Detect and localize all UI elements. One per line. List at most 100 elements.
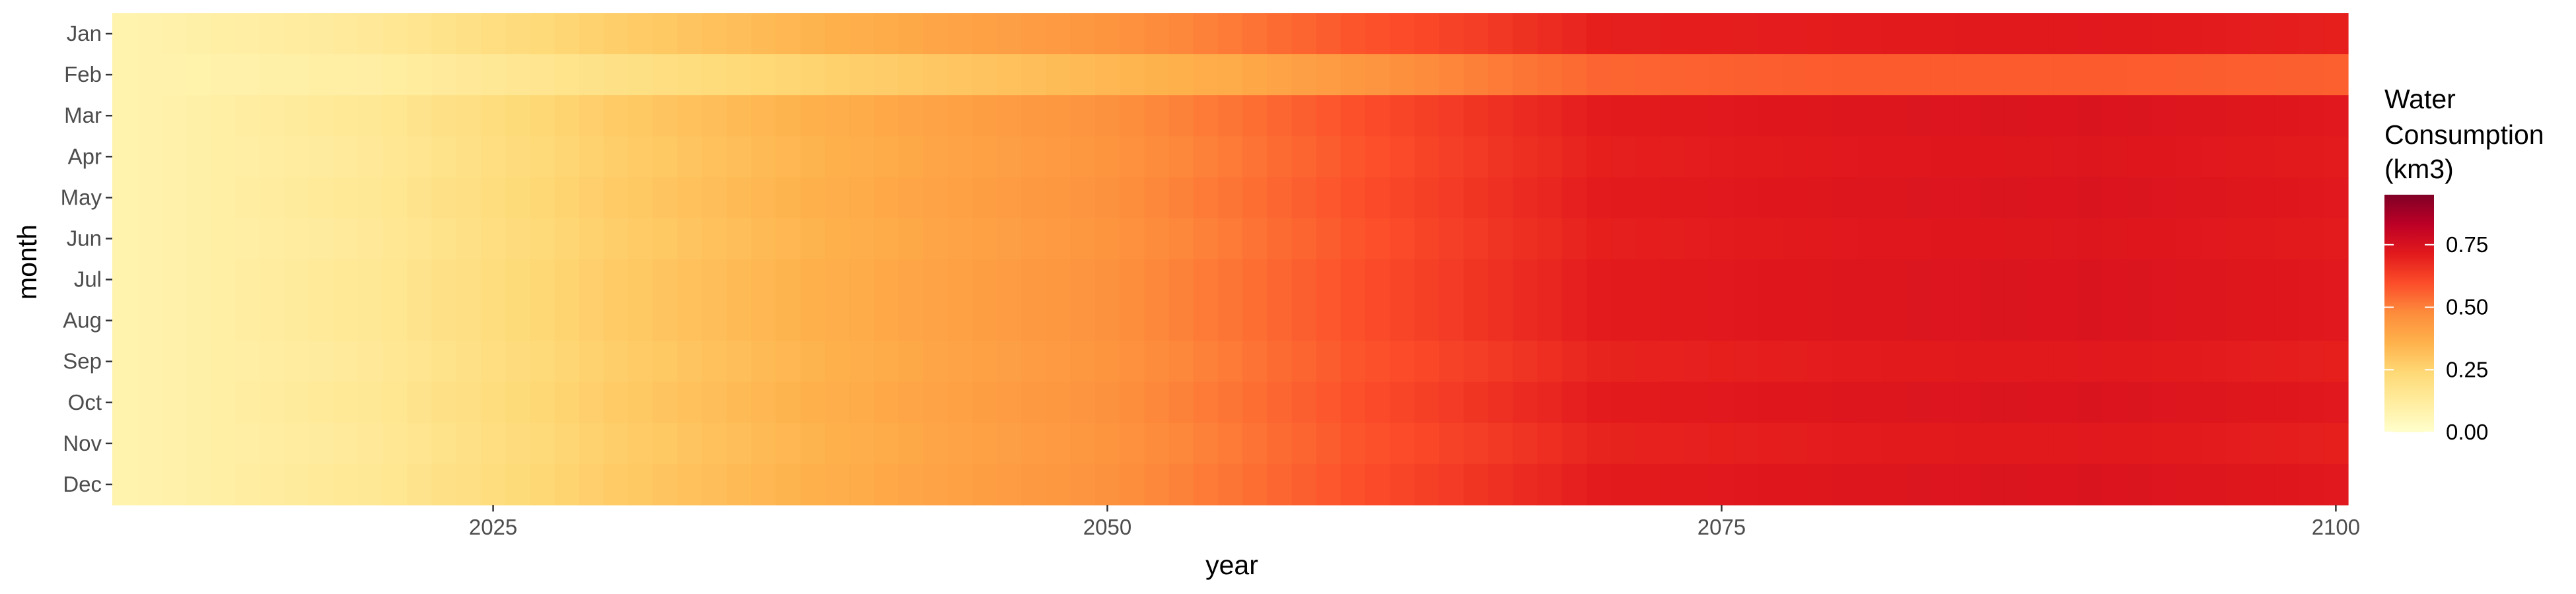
heatmap-cell: [1734, 463, 1759, 506]
heatmap-cell: [234, 95, 260, 137]
heatmap-cell: [628, 381, 653, 424]
heatmap-cell: [1168, 177, 1194, 219]
heatmap-cell: [1807, 300, 1833, 342]
heatmap-cell: [2200, 422, 2226, 465]
heatmap-cell: [2077, 13, 2103, 55]
y-tick-label: Dec: [63, 472, 102, 496]
heatmap-cell: [1734, 177, 1759, 219]
heatmap-cell: [1242, 218, 1268, 260]
heatmap-cell: [1758, 95, 1784, 137]
heatmap-cell: [972, 218, 997, 260]
heatmap-cell: [874, 341, 899, 383]
heatmap-cell: [1881, 463, 1907, 506]
heatmap-cell: [456, 136, 482, 178]
heatmap-cell: [1070, 381, 1096, 424]
heatmap-cell: [1954, 95, 1980, 137]
heatmap-cell: [653, 259, 678, 301]
heatmap-cell: [1513, 218, 1538, 260]
heatmap-cell: [701, 13, 727, 55]
heatmap-cell: [1930, 13, 1956, 55]
heatmap-cell: [234, 13, 260, 55]
heatmap-cell: [1291, 259, 1317, 301]
heatmap-cell: [1930, 177, 1956, 219]
heatmap-cell: [308, 422, 334, 465]
heatmap-cell: [1684, 300, 1710, 342]
heatmap-cell: [2176, 422, 2201, 465]
heatmap-cell: [186, 381, 211, 424]
heatmap-cell: [579, 422, 604, 465]
heatmap-cell: [357, 463, 383, 506]
heatmap-cell: [2274, 136, 2300, 178]
heatmap-cell: [1734, 95, 1759, 137]
heatmap-cell: [1120, 300, 1145, 342]
heatmap-cell: [210, 218, 236, 260]
heatmap-cell: [800, 341, 826, 383]
heatmap-cell: [1684, 259, 1710, 301]
heatmap-cell: [751, 13, 776, 55]
heatmap-cell: [1144, 300, 1170, 342]
heatmap-cell: [2299, 177, 2324, 219]
heatmap-cell: [186, 218, 211, 260]
heatmap-cell: [2028, 300, 2054, 342]
heatmap-cell: [1930, 422, 1956, 465]
heatmap-cell: [1488, 422, 1513, 465]
y-tick-label: May: [61, 185, 102, 209]
heatmap-cell: [1094, 13, 1120, 55]
heatmap-cell: [2028, 54, 2054, 96]
heatmap-cell: [653, 54, 678, 96]
heatmap-cell: [333, 54, 359, 96]
heatmap-cell: [1734, 13, 1759, 55]
heatmap-cell: [1267, 341, 1293, 383]
heatmap-cell: [2200, 177, 2226, 219]
heatmap-cell: [751, 54, 776, 96]
heatmap-cell: [2151, 54, 2177, 96]
heatmap-cell: [112, 13, 137, 55]
heatmap-cell: [1414, 463, 1440, 506]
heatmap-cell: [2127, 422, 2153, 465]
heatmap-cell: [751, 300, 776, 342]
heatmap-cell: [554, 341, 580, 383]
heatmap-cell: [1439, 218, 1464, 260]
heatmap-cell: [1930, 463, 1956, 506]
heatmap-cell: [1144, 422, 1170, 465]
heatmap-cell: [1611, 422, 1636, 465]
heatmap-cell: [308, 463, 334, 506]
heatmap-cell: [1168, 381, 1194, 424]
heatmap-cell: [333, 341, 359, 383]
heatmap-cell: [1635, 422, 1661, 465]
heatmap-cell: [800, 177, 826, 219]
heatmap-cell: [554, 422, 580, 465]
heatmap-cell: [2127, 95, 2153, 137]
heatmap-cell: [1783, 95, 1808, 137]
heatmap-cell: [1242, 13, 1268, 55]
heatmap-cell: [1635, 300, 1661, 342]
heatmap-cell: [2200, 54, 2226, 96]
heatmap-cell: [898, 341, 924, 383]
heatmap-cell: [1046, 300, 1071, 342]
x-tick-label: 2050: [1083, 515, 1131, 539]
heatmap-cell: [1021, 177, 1047, 219]
heatmap-cell: [1611, 177, 1636, 219]
heatmap-cell: [530, 422, 555, 465]
heatmap-cell: [1463, 259, 1489, 301]
heatmap-cell: [112, 136, 137, 178]
legend-colorbar: [2384, 195, 2434, 432]
heatmap-cell: [2053, 463, 2079, 506]
heatmap-cell: [1684, 341, 1710, 383]
heatmap-cell: [554, 136, 580, 178]
heatmap-cell: [2077, 381, 2103, 424]
heatmap-cell: [1120, 136, 1145, 178]
heatmap-cell: [1217, 381, 1243, 424]
heatmap-cell: [1439, 259, 1464, 301]
heatmap-cell: [1390, 177, 1415, 219]
heatmap-cell: [1586, 422, 1612, 465]
heatmap-cell: [1881, 13, 1907, 55]
heatmap-cell: [1120, 259, 1145, 301]
heatmap-cell: [2127, 300, 2153, 342]
heatmap-cell: [898, 177, 924, 219]
heatmap-cell: [1267, 300, 1293, 342]
heatmap-cell: [161, 341, 187, 383]
heatmap-cell: [431, 259, 457, 301]
heatmap-cell: [2004, 13, 2030, 55]
heatmap-cell: [1463, 422, 1489, 465]
